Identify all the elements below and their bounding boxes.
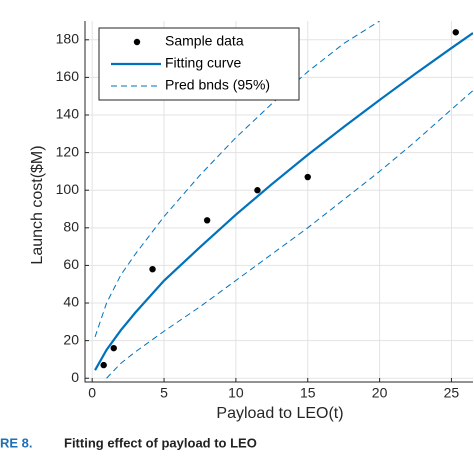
data-point bbox=[203, 217, 211, 224]
plot-area bbox=[94, 21, 473, 379]
data-point bbox=[110, 344, 117, 352]
x-tick-label: 20 bbox=[372, 385, 388, 401]
caption: Fitting effect of payload to LEO bbox=[64, 435, 257, 450]
legend-symbol bbox=[133, 38, 141, 46]
data-point bbox=[149, 265, 156, 273]
y-tick-label: 20 bbox=[63, 331, 79, 347]
axis-line bbox=[84, 21, 473, 383]
y-tick-label: 40 bbox=[63, 294, 79, 310]
data-point bbox=[254, 187, 261, 194]
grid bbox=[85, 21, 473, 382]
x-tick-label: 10 bbox=[228, 385, 244, 401]
y-tick-label: 180 bbox=[56, 31, 80, 47]
x-tick-label: 25 bbox=[444, 385, 460, 401]
x-tick-label: 0 bbox=[88, 385, 96, 401]
data-point bbox=[452, 29, 459, 36]
data-point bbox=[100, 361, 107, 369]
y-tick-label: 140 bbox=[56, 106, 80, 122]
axes: 0 5 10 15 20 25 0 20 40 60 80 100 120 140 160 180 Sample… bbox=[56, 21, 473, 401]
data-point bbox=[304, 173, 311, 181]
y-tick-label: 160 bbox=[56, 68, 80, 84]
x-axis-label: Payload to LEO(t) bbox=[216, 405, 343, 422]
legend-label: Fitting curve bbox=[165, 55, 241, 71]
fit-curve bbox=[94, 32, 473, 371]
prediction-bound bbox=[94, 21, 380, 338]
y-tick-label: 60 bbox=[63, 256, 79, 272]
caption-label: RE 8. bbox=[0, 435, 33, 450]
y-tick-label: 80 bbox=[63, 219, 79, 235]
y-tick-label: 120 bbox=[56, 143, 80, 159]
x-tick-label: 5 bbox=[160, 385, 168, 401]
legend-label: Sample data bbox=[165, 33, 244, 49]
y-axis-label: Launch cost($M) bbox=[29, 145, 46, 264]
y-tick-label: 100 bbox=[56, 181, 80, 197]
legend-label: Pred bnds (95%) bbox=[165, 77, 270, 93]
prediction-bound bbox=[106, 90, 473, 379]
x-tick-label: 15 bbox=[300, 385, 316, 401]
y-tick-label: 0 bbox=[71, 369, 79, 385]
